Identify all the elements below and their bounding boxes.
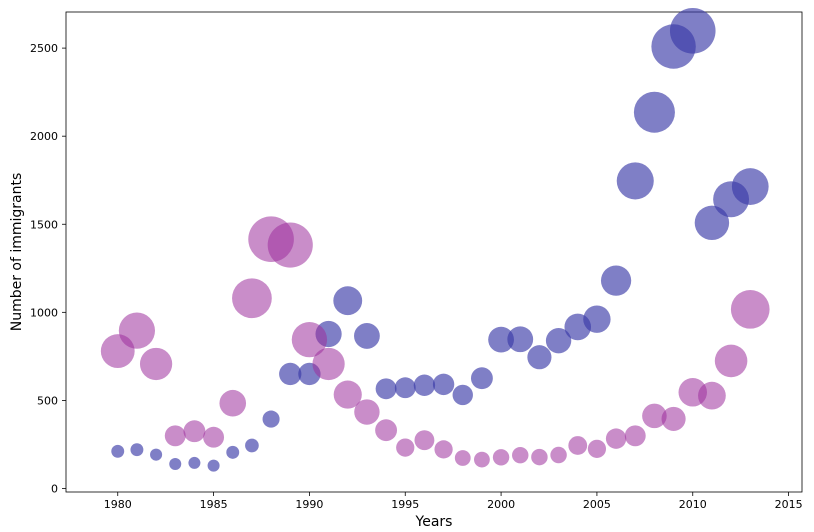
bubble-point	[587, 439, 607, 458]
x-tick-label: 1990	[295, 498, 323, 511]
bubble-point	[111, 444, 125, 458]
bubble-point	[130, 443, 144, 457]
bubble-point	[694, 205, 730, 241]
y-tick-label: 1500	[30, 218, 58, 231]
y-tick-label: 2500	[30, 42, 58, 55]
bubble-point	[470, 367, 493, 390]
bubble-point	[414, 430, 435, 451]
bubble-point	[203, 426, 225, 448]
bubble-point	[262, 410, 280, 428]
bubble-point	[354, 399, 380, 425]
bubble-point	[492, 449, 510, 466]
bubble-point	[669, 8, 716, 54]
bubble-point	[413, 374, 436, 396]
bubble-point	[333, 380, 362, 409]
bubble-point	[245, 438, 259, 453]
bubble-point	[432, 373, 455, 396]
bubble-point	[396, 438, 415, 457]
bubble-point	[624, 425, 646, 447]
x-tick-label: 1980	[104, 498, 132, 511]
bubble-point	[512, 446, 529, 464]
x-tick-label: 2015	[775, 498, 803, 511]
bubble-point	[354, 323, 380, 349]
bubble-point	[714, 344, 748, 378]
bubble-point	[507, 326, 534, 353]
x-tick-label: 2005	[583, 498, 611, 511]
bubble-point	[394, 377, 416, 399]
bubble-point	[207, 459, 220, 472]
bubble-point	[279, 362, 302, 386]
bubble-point	[452, 384, 473, 406]
bubble-point	[232, 278, 272, 319]
bubble-point	[188, 456, 201, 469]
bubble-point	[583, 305, 611, 333]
bubble-point	[661, 406, 686, 431]
bubble-point	[633, 91, 675, 133]
bubble-point	[164, 425, 186, 447]
bubble-layer	[100, 8, 770, 472]
y-tick-label: 1000	[30, 306, 58, 319]
bubble-point	[434, 440, 453, 459]
x-tick-label: 2010	[679, 498, 707, 511]
bubble-point	[531, 448, 548, 466]
plot-frame	[65, 11, 803, 493]
bubble-point	[454, 450, 471, 466]
bubble-point	[488, 326, 514, 353]
bubble-point	[527, 345, 552, 370]
bubble-point	[545, 327, 572, 354]
bubble-point	[267, 222, 313, 268]
bubble-point	[474, 451, 490, 468]
y-tick-label: 0	[51, 482, 58, 495]
y-tick-label: 500	[37, 394, 58, 407]
x-axis-title: Years	[415, 514, 453, 530]
y-axis-title: Number of immigrants	[9, 173, 25, 332]
x-tick-label: 2000	[487, 498, 515, 511]
plot-area	[65, 11, 803, 493]
x-tick-label: 1995	[391, 498, 419, 511]
bubble-point	[600, 265, 632, 296]
series-1	[111, 8, 769, 472]
axes: 1980 1985 1990 1995 2000 2005 2010 2015 0 500 1000…	[30, 42, 803, 511]
bubble-point	[375, 419, 398, 442]
bubble-point	[731, 168, 769, 205]
bubble-point	[375, 378, 397, 400]
bubble-point	[568, 436, 588, 455]
bubble-point	[291, 321, 328, 358]
bubble-point	[698, 381, 726, 410]
bubble-point	[150, 448, 163, 461]
bubble-point	[139, 347, 173, 381]
x-tick-label: 1985	[200, 498, 228, 511]
y-tick-label: 2000	[30, 130, 58, 143]
bubble-point	[226, 445, 240, 459]
bubble-point	[642, 403, 667, 429]
bubble-point	[616, 162, 654, 200]
bubble-point	[730, 289, 770, 329]
bubble-point	[118, 312, 156, 349]
series-2	[100, 216, 770, 468]
bubble-point	[183, 420, 206, 443]
bubble-point	[312, 347, 345, 381]
bubble-point	[333, 286, 363, 316]
bubble-point	[219, 389, 247, 417]
bubble-point	[605, 428, 627, 449]
bubble-point	[550, 446, 567, 464]
bubble-point	[169, 457, 182, 470]
